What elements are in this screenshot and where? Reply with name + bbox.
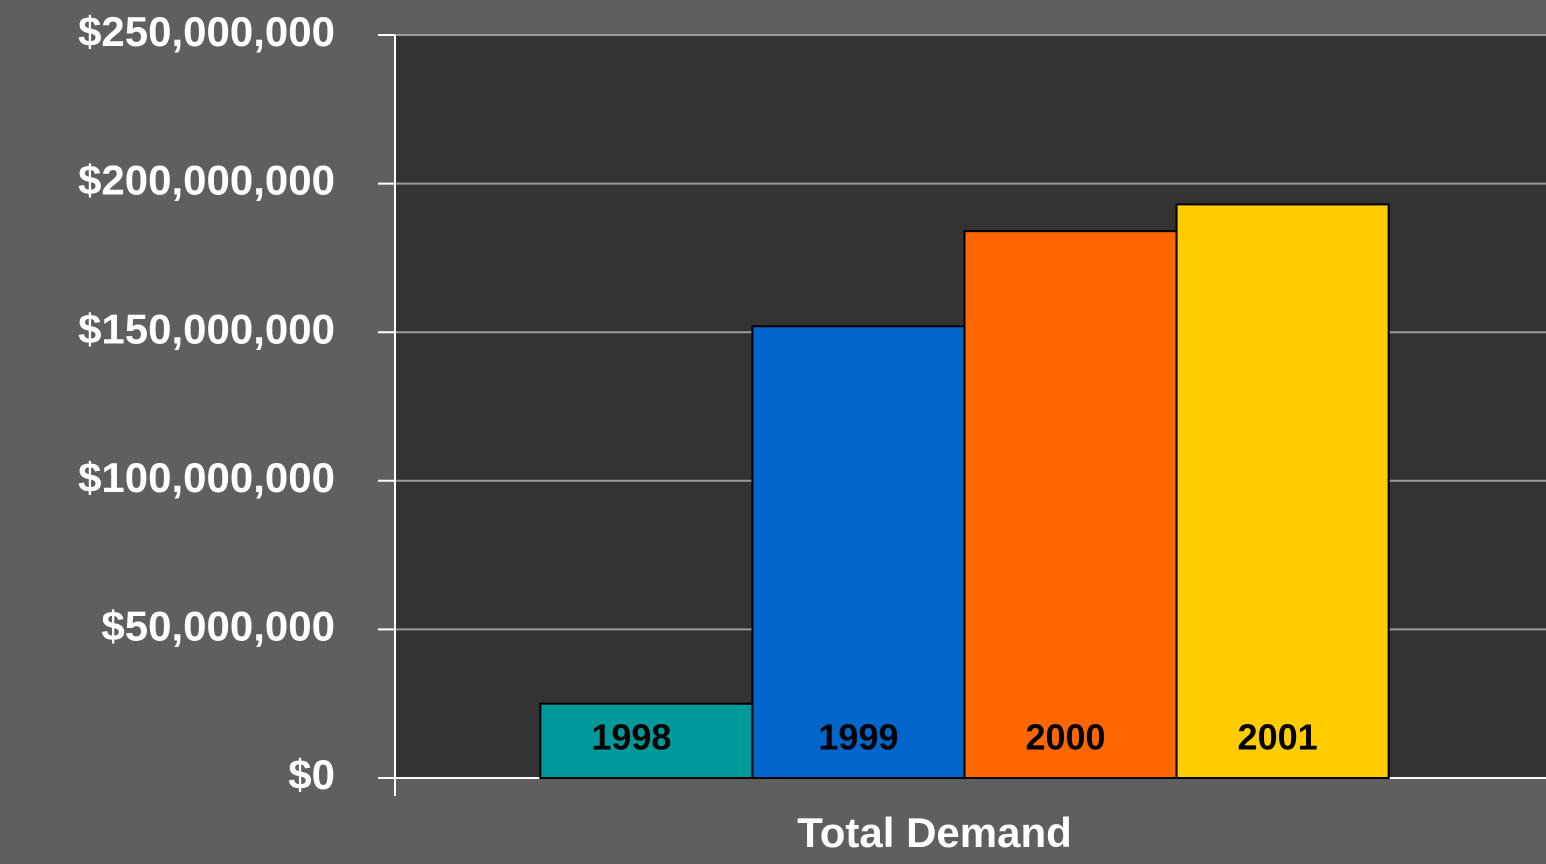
y-tick-label: $200,000,000 <box>78 157 335 204</box>
x-tick-label: Total Demand <box>797 809 1072 856</box>
bar <box>963 230 1178 780</box>
y-tick-label: $0 <box>288 751 335 798</box>
series-label: 1998 <box>591 717 671 758</box>
y-tick-label: $50,000,000 <box>101 602 335 649</box>
series-label: 2001 <box>1238 717 1318 758</box>
series-label: 1999 <box>818 717 898 758</box>
y-tick-label: $150,000,000 <box>78 305 335 352</box>
bar <box>1175 203 1390 780</box>
y-tick-label: $100,000,000 <box>78 454 335 501</box>
series-label: 2000 <box>1025 717 1105 758</box>
bar <box>539 702 754 780</box>
bar <box>751 325 966 779</box>
y-tick-label: $250,000,000 <box>78 8 335 55</box>
